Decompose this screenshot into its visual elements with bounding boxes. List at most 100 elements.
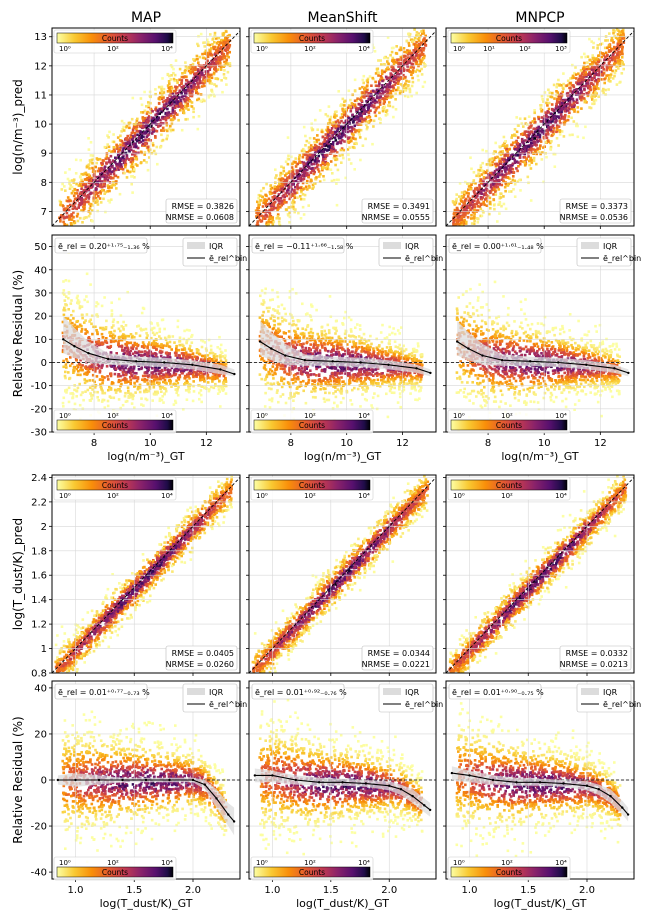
colorbar-tick: 10¹ <box>483 45 495 53</box>
colorbar-tick: 10⁴ <box>161 45 173 53</box>
x-tick-label: 1.5 <box>520 885 536 896</box>
erel-label: ē_rel = 0.01⁺⁰·⁹²₋₀.₇₆ % <box>255 688 347 697</box>
median-point <box>341 781 344 784</box>
median-point <box>429 371 432 375</box>
colorbar-gradient <box>253 32 371 44</box>
y-tick-label: 12 <box>34 61 47 72</box>
colorbar-tick: 10⁴ <box>555 859 567 867</box>
median-point <box>423 804 426 807</box>
median-point <box>134 360 138 363</box>
colorbar-tick: 10⁰ <box>256 45 268 53</box>
colorbar-tick: 10² <box>107 492 119 500</box>
median-point <box>121 778 124 782</box>
colorbar-label: Counts <box>102 421 128 430</box>
identity-line <box>445 30 635 227</box>
colorbar-tick: 10⁰ <box>59 412 71 420</box>
metrics-box: RMSE = 0.3491 NRMSE = 0.0555 <box>362 198 434 224</box>
colorbar-tick: 10² <box>107 45 119 53</box>
x-axis-label: log(T_dust/K)_GT <box>296 897 389 910</box>
colorbar: 10⁰ 10² 10⁴ Counts <box>250 409 374 434</box>
colorbar-tick: 10⁰ <box>59 492 71 500</box>
colorbar-tick: 10² <box>501 859 513 867</box>
legend-iqr-label: IQR <box>603 242 618 251</box>
density-cells <box>451 28 626 227</box>
metrics-box-bg <box>559 645 632 671</box>
colorbar-tick: 10⁴ <box>161 412 173 420</box>
x-tick-label: 2.0 <box>579 885 595 896</box>
panel-meanshift-residual: 1.0 1.5 2.0 10⁰ 10² 10⁴ Counts ē_rel = 0.01⁺⁰·⁹… <box>246 680 443 910</box>
y-tick-label: 20 <box>34 729 47 740</box>
colorbar: Counts 10⁰ 10¹ 10² 10³ <box>447 29 571 54</box>
panel-mnpcp-scatter: Counts 10⁰ 10² 10⁴ RMSE = 0.0332 NRMSE = 0.02… <box>443 474 635 676</box>
median-point <box>387 363 390 366</box>
colorbar-tick: 10⁰ <box>256 412 268 420</box>
colorbar-label: Counts <box>299 34 325 43</box>
colorbar-tick: 10² <box>304 412 316 420</box>
x-tick-label: 2.0 <box>185 885 201 896</box>
colorbar-tick: 10⁰ <box>256 492 268 500</box>
median-point <box>203 783 206 786</box>
median-point <box>415 367 418 370</box>
median-point <box>317 781 321 784</box>
median-point <box>456 340 459 343</box>
y-tick-label: 0.8 <box>31 669 47 680</box>
y-tick-label: 50 <box>34 242 47 253</box>
nrmse-label: NRMSE = 0.0213 <box>560 660 628 669</box>
colorbar-tick: 10⁴ <box>555 412 567 420</box>
metrics-box: RMSE = 0.0344 NRMSE = 0.0221 <box>361 645 434 671</box>
median-point <box>528 360 532 363</box>
legend-iqr-swatch <box>383 242 401 249</box>
x-tick-label: 8 <box>288 438 294 449</box>
legend-median-label: ē_rel^bin <box>405 254 443 263</box>
colorbar-tick: 10² <box>304 859 316 867</box>
median-point <box>609 794 612 798</box>
y-tick-label: -10 <box>31 381 47 392</box>
x-tick-label: 2.0 <box>381 885 397 896</box>
erel-box: ē_rel = 0.01⁺⁰·⁹²₋₀.₇₆ % <box>251 683 347 700</box>
density-cells <box>251 475 430 674</box>
legend-iqr-swatch <box>383 688 401 695</box>
y-tick-label: 7 <box>41 207 47 218</box>
median-point <box>56 778 60 782</box>
nrmse-label: NRMSE = 0.0608 <box>166 213 234 222</box>
colorbar: Counts 10⁰ 10² 10⁴ <box>250 476 374 501</box>
y-tick-label: 0 <box>41 776 47 787</box>
x-tick-label: 10 <box>340 438 353 449</box>
colorbar-gradient <box>450 479 568 491</box>
x-axis-label: log(n/m⁻³)_GT <box>107 450 185 463</box>
median-point <box>168 778 171 782</box>
legend: IQR ē_rel^bin <box>576 683 641 713</box>
legend: IQR ē_rel^bin <box>378 237 443 267</box>
colorbar-tick: 10² <box>501 492 513 500</box>
median-point <box>399 788 403 791</box>
axes-frame <box>51 474 241 674</box>
colorbar-tick: 10³ <box>555 45 567 53</box>
rmse-label: RMSE = 0.3373 <box>566 202 628 211</box>
median-point <box>627 371 630 375</box>
legend-iqr-swatch <box>187 688 205 695</box>
legend-iqr-swatch <box>187 242 205 249</box>
rmse-label: RMSE = 0.0405 <box>172 649 234 658</box>
y-tick-label: 40 <box>34 265 47 276</box>
colorbar-label: Counts <box>299 481 325 490</box>
median-point <box>303 358 307 362</box>
panel-mnpcp-residual: 8 10 12 10⁰ 10² 10⁴ Counts ē_rel = 0.00⁺¹·⁶¹₋₁.… <box>443 234 641 463</box>
median-point <box>467 347 470 350</box>
legend-iqr-label: IQR <box>405 688 420 697</box>
erel-box-bg <box>448 683 542 700</box>
colorbar: 10⁰ 10² 10⁴ Counts <box>447 409 571 434</box>
colorbar: 10⁰ 10² 10⁴ Counts <box>53 856 177 881</box>
erel-box-bg <box>251 683 345 700</box>
x-tick-label: 12 <box>200 438 213 449</box>
colorbar-tick: 10⁴ <box>358 859 370 867</box>
colorbar: Counts 10⁰ 10² 10⁴ <box>250 29 374 54</box>
metrics-box-bg <box>361 645 434 671</box>
x-tick-label: 10 <box>538 438 551 449</box>
median-point <box>428 808 432 812</box>
median-point <box>562 782 565 785</box>
metrics-box: RMSE = 0.3373 NRMSE = 0.0536 <box>560 198 632 224</box>
identity-line <box>248 477 437 674</box>
median-point <box>538 781 542 784</box>
x-tick-label: 8 <box>91 438 97 449</box>
panel-meanshift-scatter: Counts 10⁰ 10² 10⁴ RMSE = 0.0344 NRMSE = 0.02… <box>246 474 437 676</box>
